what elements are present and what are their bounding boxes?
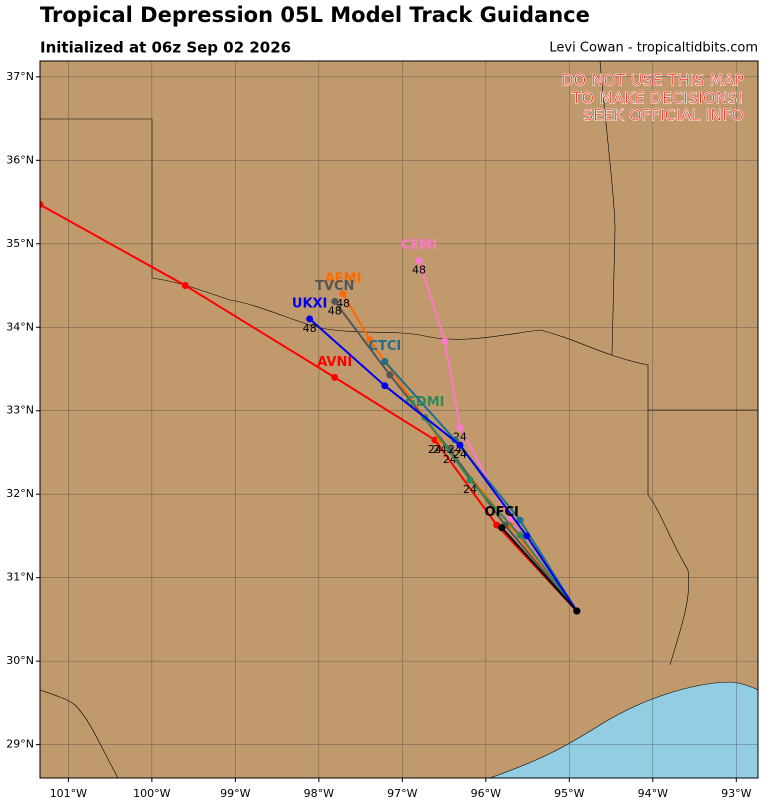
hour-label: 24 xyxy=(428,443,442,456)
track-name: OFCI xyxy=(485,505,519,520)
x-tick-label: 95°W xyxy=(554,787,584,800)
warning-line: DO NOT USE THIS MAP xyxy=(561,71,744,90)
hour-label: 48 xyxy=(328,304,342,317)
track-point xyxy=(386,371,394,379)
tracks: 24AVNI2448CEMI2448AEMI2448TVCN24GDMI24CT… xyxy=(40,201,581,615)
track-point xyxy=(331,373,339,381)
track-line xyxy=(40,203,578,612)
track-point xyxy=(306,315,314,323)
track-point xyxy=(415,256,423,264)
track-point xyxy=(441,337,449,345)
y-tick-label: 31°N xyxy=(6,571,34,584)
track-point xyxy=(381,382,389,390)
border xyxy=(40,689,119,778)
grid xyxy=(40,61,758,778)
y-tick-label: 30°N xyxy=(6,654,34,667)
x-tick-label: 94°W xyxy=(638,787,668,800)
track-name: AEMI xyxy=(325,271,362,286)
warning: DO NOT USE THIS MAP TO MAKE DECISIONS! S… xyxy=(561,70,745,125)
map-area: 24AVNI2448CEMI2448AEMI2448TVCN24GDMI24CT… xyxy=(40,61,758,778)
x-tick-label: 96°W xyxy=(471,787,501,800)
track-point xyxy=(466,476,474,484)
track-point xyxy=(381,357,389,365)
x-tick-label: 98°W xyxy=(304,787,334,800)
credit: Levi Cowan - tropicaltidbits.com xyxy=(549,41,758,56)
track-line xyxy=(384,360,578,612)
y-tick-label: 35°N xyxy=(6,237,34,250)
y-tick-label: 29°N xyxy=(6,738,34,751)
track-point xyxy=(523,532,531,540)
y-tick-label: 33°N xyxy=(6,404,34,417)
track-point xyxy=(366,336,374,344)
warning-line: TO MAKE DECISIONS! xyxy=(571,89,744,108)
x-tick-label: 101°W xyxy=(50,787,87,800)
y-tick-label: 34°N xyxy=(6,320,34,333)
hour-label: 24 xyxy=(453,448,467,461)
hour-label: 24 xyxy=(433,443,447,456)
y-tick-label: 36°N xyxy=(6,153,34,166)
track-name: AVNI xyxy=(317,355,352,370)
track-line xyxy=(424,416,578,612)
track-name: UKXI xyxy=(292,296,328,311)
subtitle: Initialized at 06z Sep 02 2026 xyxy=(40,39,291,57)
gulf-water xyxy=(489,681,758,778)
y-tick-label: 32°N xyxy=(6,487,34,500)
track-point xyxy=(456,423,464,431)
warning-line: SEEK OFFICIAL INFO xyxy=(583,106,744,125)
track-point xyxy=(181,282,189,290)
track-point xyxy=(516,531,524,539)
track-point xyxy=(498,524,506,532)
border xyxy=(40,61,758,666)
track-point xyxy=(516,516,524,524)
x-tick-label: 99°W xyxy=(220,787,250,800)
frame xyxy=(39,60,759,779)
track-name: GDMI xyxy=(405,395,444,410)
x-tick-label: 93°W xyxy=(721,787,751,800)
track-point xyxy=(339,290,347,298)
hour-label: 24 xyxy=(463,483,477,496)
track-point xyxy=(573,607,581,615)
x-tick-label: 97°W xyxy=(387,787,417,800)
track-name: CTCI xyxy=(368,339,401,354)
track-point xyxy=(456,441,464,449)
track-point xyxy=(40,201,44,209)
land xyxy=(40,61,758,778)
hour-label: 48 xyxy=(412,263,426,276)
track-point xyxy=(331,297,339,305)
track-name: CEMI xyxy=(401,238,437,253)
track-point xyxy=(431,436,439,444)
x-tick-label: 100°W xyxy=(133,787,170,800)
track-line xyxy=(500,526,578,612)
y-tick-label: 37°N xyxy=(6,70,34,83)
title: Tropical Depression 05L Model Track Guid… xyxy=(40,3,590,27)
axes: 101°W 100°W 99°W 98°W 97°W 96°W 95°W 94°W 93°W 29… xyxy=(6,70,751,800)
hour-label: 48 xyxy=(303,322,317,335)
track-name: TVCN xyxy=(315,279,354,294)
